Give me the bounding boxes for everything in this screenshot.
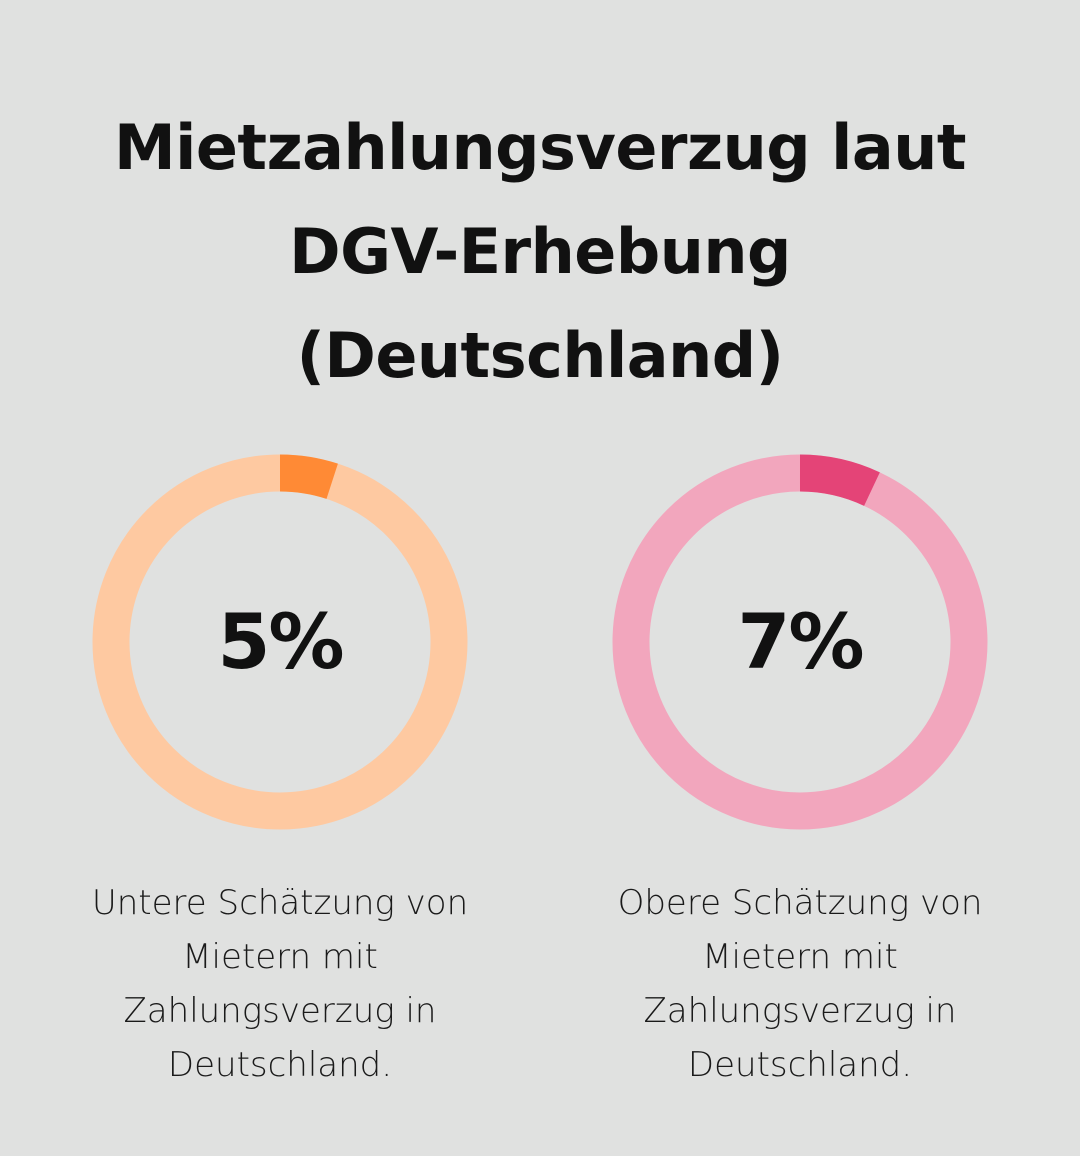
percentage-label-upper: 7% <box>737 597 864 686</box>
title-line-3: (Deutschland) <box>296 319 784 392</box>
donut-panel-lower: 5% Untere Schätzung von Mietern mit Zahl… <box>20 452 540 1092</box>
caption-upper: Obere Schätzung von Mietern mit Zahlungs… <box>617 883 983 1085</box>
donut-chart-upper: 7% <box>610 452 990 832</box>
donut-panel-upper: 7% Obere Schätzung von Mietern mit Zahlu… <box>540 452 1060 1092</box>
donut-svg-upper <box>612 454 988 830</box>
donut-segment-upper <box>612 454 988 830</box>
percentage-label-lower: 5% <box>217 597 344 686</box>
title-line-2: DGV-Erhebung <box>289 215 791 288</box>
caption-lower: Untere Schätzung von Mietern mit Zahlung… <box>91 883 469 1085</box>
title-line-1: Mietzahlungsverzug laut <box>113 111 967 184</box>
donut-segment-lower <box>92 454 468 830</box>
page-title: Mietzahlungsverzug laut DGV-Erhebung (De… <box>0 96 1080 408</box>
donut-svg-lower <box>92 454 468 830</box>
donut-chart-lower: 5% <box>90 452 470 832</box>
